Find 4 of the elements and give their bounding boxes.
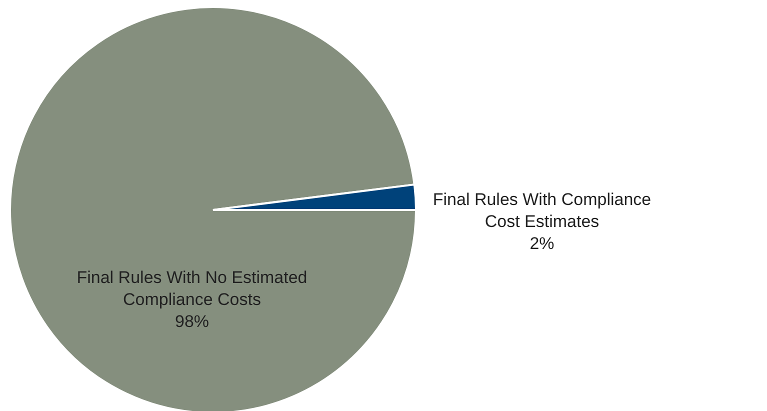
slice-label: Final Rules With Compliance Cost Estimates xyxy=(432,190,652,231)
data-label: 98% xyxy=(174,312,210,331)
data-label: 2% xyxy=(530,234,554,253)
slice-label: Final Rules With No Estimated Compliance Costs xyxy=(76,268,308,309)
